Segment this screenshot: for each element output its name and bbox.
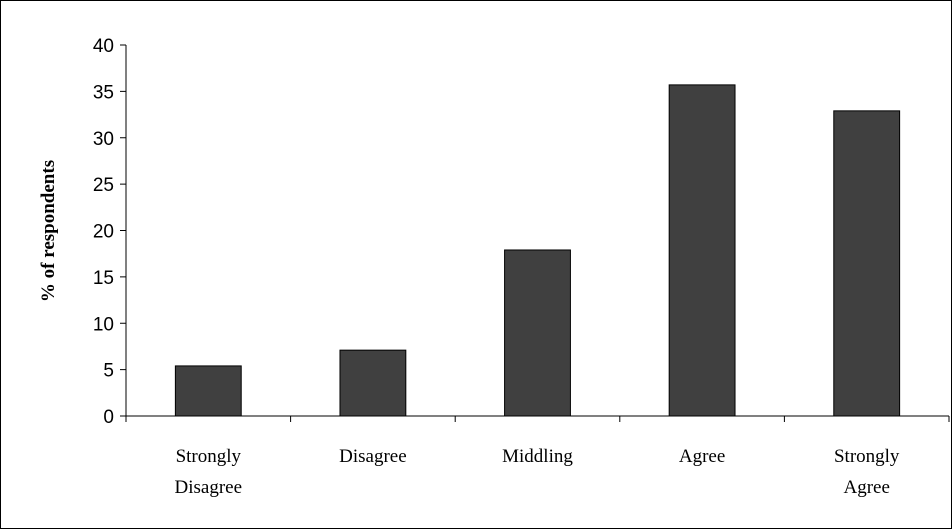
bar: [339, 349, 407, 417]
y-tick-label: 0: [103, 407, 114, 428]
x-tick-label-line: Disagree: [339, 446, 407, 467]
y-tick-label: 35: [93, 82, 114, 103]
x-tick-label-line: Strongly: [834, 446, 900, 467]
bar: [833, 110, 901, 417]
y-axis-title: % of respondents: [38, 160, 59, 302]
y-tick-label: 40: [93, 36, 114, 57]
x-tick-label: Disagree: [339, 446, 407, 467]
x-tick-label-line: Agree: [679, 446, 725, 467]
bars: [174, 84, 901, 417]
bar: [668, 84, 736, 417]
x-tick-label-line: Middling: [502, 446, 573, 467]
y-tick-label: 15: [93, 268, 114, 289]
x-tick-label: Strongly Disagree: [175, 446, 243, 498]
x-tick-label-line: Agree: [843, 477, 889, 498]
x-tick-label: Agree: [679, 446, 725, 467]
bar: [504, 249, 571, 417]
y-tick-label: 5: [103, 361, 114, 382]
x-tick-label: Strongly Agree: [834, 446, 900, 498]
y-tick-label: 25: [93, 175, 114, 196]
x-tick-label-line: Strongly: [176, 446, 242, 467]
bar: [174, 365, 242, 417]
y-tick-label: 10: [93, 314, 114, 335]
y-axis: 0 5 10 15 20 25 30 35 40: [93, 36, 127, 428]
y-tick-label: 20: [93, 222, 114, 243]
x-tick-label: Middling: [502, 446, 573, 467]
y-tick-label: 30: [93, 129, 114, 150]
x-tick-label-line: Disagree: [175, 477, 243, 498]
